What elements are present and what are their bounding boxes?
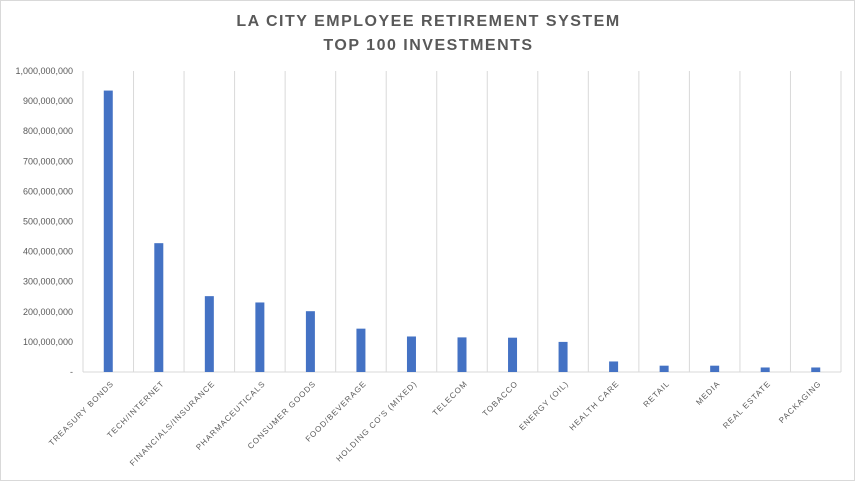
bar xyxy=(760,367,770,372)
x-tick-label: FINANCIALS/INSURANCE xyxy=(128,379,217,468)
bar xyxy=(305,311,315,372)
bar xyxy=(255,302,265,372)
bar xyxy=(710,365,720,372)
bar xyxy=(659,365,669,372)
bar xyxy=(558,341,568,372)
y-tick-label: 900,000,000 xyxy=(23,96,73,106)
y-tick-label: 300,000,000 xyxy=(23,277,73,287)
chart-subtitle: TOP 100 INVESTMENTS xyxy=(323,37,534,54)
bar xyxy=(204,296,214,372)
y-tick-label: 200,000,000 xyxy=(23,307,73,317)
y-tick-label: 1,000,000,000 xyxy=(15,66,73,76)
y-tick-label: 800,000,000 xyxy=(23,126,73,136)
x-tick-label: HOLDING CO'S (MIXED) xyxy=(334,379,418,463)
y-tick-label: 600,000,000 xyxy=(23,186,73,196)
x-tick-label: RETAIL xyxy=(642,379,672,409)
x-tick-label: PACKAGING xyxy=(777,379,823,425)
y-tick-label: 100,000,000 xyxy=(23,337,73,347)
x-tick-label: TREASURY BONDS xyxy=(47,379,116,448)
bar xyxy=(356,328,366,372)
bar xyxy=(406,336,416,372)
bar xyxy=(154,243,164,372)
x-tick-label: ENERGY (OIL) xyxy=(517,379,570,432)
x-tick-label: HEALTH CARE xyxy=(568,379,621,432)
x-tick-label: TECH/INTERNET xyxy=(105,379,166,440)
bar xyxy=(508,337,518,372)
bar xyxy=(811,367,821,372)
y-tick-label: 700,000,000 xyxy=(23,156,73,166)
bar xyxy=(103,90,113,372)
y-tick-label: - xyxy=(70,367,73,377)
x-tick-label: MEDIA xyxy=(694,379,722,407)
chart-title: LA CITY EMPLOYEE RETIREMENT SYSTEM xyxy=(236,13,621,30)
x-tick-label: REAL ESTATE xyxy=(721,379,772,430)
y-tick-label: 500,000,000 xyxy=(23,217,73,227)
y-tick-label: 400,000,000 xyxy=(23,247,73,257)
bar xyxy=(609,361,619,372)
x-tick-label: TOBACCO xyxy=(481,379,520,418)
x-tick-label: TELECOM xyxy=(431,379,470,418)
bar xyxy=(457,337,467,372)
